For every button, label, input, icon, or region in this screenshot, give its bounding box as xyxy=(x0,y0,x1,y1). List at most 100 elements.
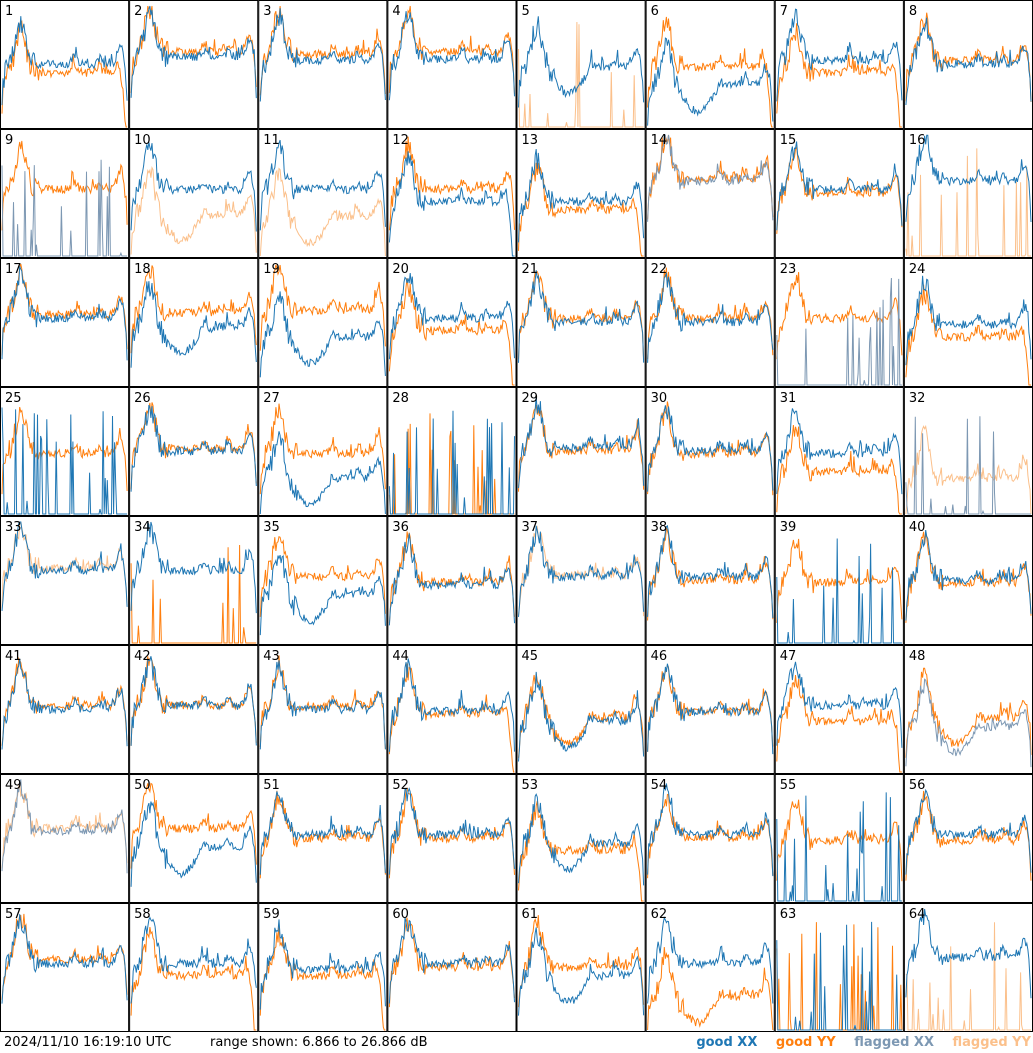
panel-frame xyxy=(0,0,130,129)
trace-xx-flagged xyxy=(905,416,1031,515)
panel-frame xyxy=(129,903,259,1032)
panel-number: 34 xyxy=(134,520,151,535)
panel-number: 8 xyxy=(909,4,917,19)
panel-number: 47 xyxy=(780,649,797,664)
trace-xx-good xyxy=(388,917,515,1004)
panel-number: 23 xyxy=(780,262,797,277)
panel-frame xyxy=(129,0,259,129)
trace-xx-good xyxy=(130,801,257,887)
panel-frame xyxy=(645,387,775,516)
panel-29: 29 xyxy=(516,387,646,516)
panel-number: 62 xyxy=(651,907,668,922)
panel-number: 19 xyxy=(263,262,280,277)
trace-xx-good xyxy=(388,533,515,626)
panel-frame xyxy=(903,645,1033,774)
trace-yy-good xyxy=(1,406,128,495)
trace-yy-good xyxy=(130,5,257,94)
panel-frame xyxy=(258,258,388,387)
panel-frame xyxy=(387,258,517,387)
trace-xx-good xyxy=(518,149,645,243)
panel-frame xyxy=(258,129,388,258)
panel-18: 18 xyxy=(129,258,259,387)
panel-number: 37 xyxy=(522,520,539,535)
panel-number: 51 xyxy=(263,778,280,793)
trace-xx-good xyxy=(905,17,1032,106)
trace-xx-good xyxy=(259,660,386,750)
panel-number: 11 xyxy=(263,133,280,148)
panel-frame xyxy=(645,774,775,903)
panel-number: 4 xyxy=(392,4,400,19)
legend: good XX good YY flagged XX flagged YY xyxy=(682,1033,1031,1053)
trace-yy-good xyxy=(518,800,644,902)
panel-60: 60 xyxy=(387,903,517,1032)
trace-xx-good xyxy=(259,554,386,636)
panel-frame xyxy=(0,645,130,774)
trace-xx-good xyxy=(388,787,515,875)
trace-xx-good xyxy=(130,521,257,614)
trace-yy-good xyxy=(776,674,902,773)
panel-frame xyxy=(516,0,646,129)
panel-16: 16 xyxy=(903,129,1033,258)
trace-yy-good xyxy=(130,402,257,490)
panel-38: 38 xyxy=(645,516,775,645)
panel-frame xyxy=(516,516,646,645)
panel-45: 45 xyxy=(516,645,646,774)
trace-xx-good xyxy=(776,538,902,644)
panel-number: 9 xyxy=(5,133,13,148)
panel-9: 9 xyxy=(0,129,130,258)
panel-number: 7 xyxy=(780,4,788,19)
panel-27: 27 xyxy=(258,387,388,516)
panel-number: 58 xyxy=(134,907,151,922)
panel-48: 48 xyxy=(903,645,1033,774)
footer-bar: 2024/11/10 16:19:10 UTC range shown: 6.8… xyxy=(0,1033,1033,1053)
trace-yy-good xyxy=(647,267,774,360)
trace-xx-good xyxy=(259,139,386,231)
trace-xx-good xyxy=(1,914,128,1004)
panel-number: 17 xyxy=(5,262,22,277)
panel-number: 22 xyxy=(651,262,668,277)
panel-62: 62 xyxy=(645,903,775,1032)
panel-11: 11 xyxy=(258,129,388,258)
trace-yy-good xyxy=(388,136,515,231)
trace-yy-good xyxy=(259,403,386,495)
panel-20: 20 xyxy=(387,258,517,387)
trace-yy-flagged xyxy=(259,167,386,257)
trace-xx-good xyxy=(130,916,257,1004)
trace-xx-flagged xyxy=(647,134,774,222)
panel-frame xyxy=(129,516,259,645)
trace-yy-good xyxy=(1,140,128,231)
panel-number: 18 xyxy=(134,262,151,277)
trace-xx-flagged xyxy=(1,159,128,257)
panel-frame xyxy=(903,258,1033,387)
panel-21: 21 xyxy=(516,258,646,387)
trace-xx-good xyxy=(388,151,515,257)
trace-xx-good xyxy=(518,16,645,108)
panel-number: 25 xyxy=(5,391,22,406)
panel-number: 50 xyxy=(134,778,151,793)
panel-42: 42 xyxy=(129,645,259,774)
panel-number: 33 xyxy=(5,520,22,535)
panel-number: 59 xyxy=(263,907,280,922)
panel-frame xyxy=(387,0,517,129)
panel-frame xyxy=(0,516,130,645)
panel-number: 64 xyxy=(909,907,926,922)
panel-53: 53 xyxy=(516,774,646,903)
trace-xx-good xyxy=(905,788,1032,875)
trace-xx-good xyxy=(388,11,515,101)
panel-number: 13 xyxy=(522,133,539,148)
trace-xx-good xyxy=(776,661,903,748)
legend-flagged-xx: flagged XX xyxy=(854,1035,934,1050)
panel-number: 46 xyxy=(651,649,668,664)
trace-xx-good xyxy=(518,793,645,886)
panel-63: 63 xyxy=(774,903,904,1032)
trace-xx-good xyxy=(130,656,257,746)
panel-number: 12 xyxy=(392,133,409,148)
panel-35: 35 xyxy=(258,516,388,645)
panel-14: 14 xyxy=(645,129,775,258)
panel-19: 19 xyxy=(258,258,388,387)
panel-55: 55 xyxy=(774,774,904,903)
trace-yy-good xyxy=(647,16,773,128)
panel-1: 1 xyxy=(0,0,130,129)
panel-number: 3 xyxy=(263,4,271,19)
panel-number: 42 xyxy=(134,649,151,664)
